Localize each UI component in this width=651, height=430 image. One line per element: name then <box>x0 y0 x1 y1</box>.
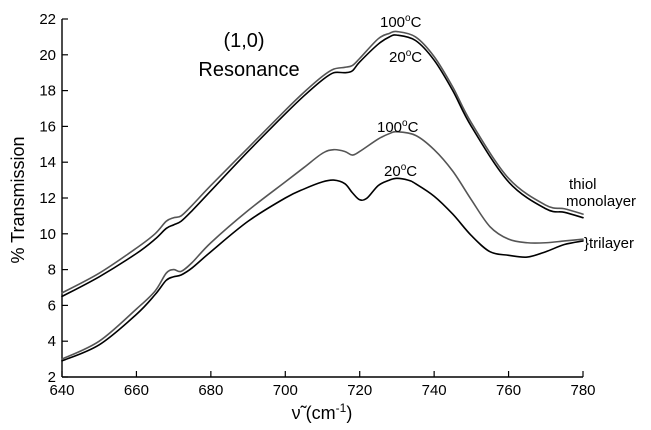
chart-title-line-2: Resonance <box>198 59 299 81</box>
y-tick-label: 4 <box>48 333 56 350</box>
label-monolayer: monolayer <box>566 193 636 210</box>
series-line-trilayer-20c <box>61 177 584 362</box>
y-tick-label: 14 <box>39 154 56 171</box>
y-axis-title: % Transmission <box>8 136 28 263</box>
y-tick-label: 22 <box>39 11 56 28</box>
x-tick-label: 680 <box>198 382 223 399</box>
x-tick-label: 720 <box>347 382 372 399</box>
y-tick-label: 16 <box>39 118 56 135</box>
series-line-thiol-monolayer-100c <box>61 30 584 294</box>
curves <box>61 30 584 362</box>
y-tick-label: 10 <box>39 226 56 243</box>
label-trilayer: }trilayer <box>584 235 634 252</box>
label-trilayer-100c: 100oC <box>377 118 419 136</box>
x-ticks: 640 660 680 700 720 740 760 780 <box>49 371 596 399</box>
x-tick-label: 740 <box>422 382 447 399</box>
label-monolayer-100c: 100oC <box>380 13 422 31</box>
y-tick-label: 18 <box>39 83 56 100</box>
label-monolayer-20c: 20oC <box>389 48 422 66</box>
label-trilayer-20c: 20oC <box>384 162 417 180</box>
x-axis-title: ν̃ (cm-1) <box>292 401 353 423</box>
x-tick-label: 700 <box>273 382 298 399</box>
y-tick-label: 6 <box>48 297 56 314</box>
series-line-trilayer-100c <box>61 130 584 360</box>
y-tick-label: 20 <box>39 47 56 64</box>
y-tick-label: 2 <box>48 369 56 386</box>
y-tick-label: 12 <box>39 190 56 207</box>
x-tick-label: 780 <box>570 382 595 399</box>
series-line-thiol-monolayer-20c <box>61 34 584 298</box>
x-tick-label: 660 <box>124 382 149 399</box>
y-tick-label: 8 <box>48 262 56 279</box>
label-thiol: thiol <box>569 176 597 193</box>
x-tick-label: 640 <box>49 382 74 399</box>
x-tick-label: 760 <box>496 382 521 399</box>
axes <box>61 19 583 378</box>
y-ticks: 2 4 6 8 10 12 14 16 18 20 22 <box>39 11 68 386</box>
chart-title-line-1: (1,0) <box>223 30 264 52</box>
